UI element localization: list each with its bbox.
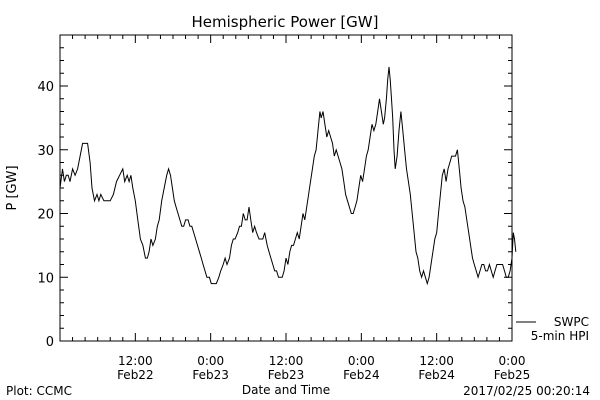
legend-series-name: 5-min HPI [531,329,589,343]
x-tick-label-time: 12:00 [269,354,304,368]
x-tick-label-date: Feb23 [192,368,229,382]
y-tick-label: 0 [46,335,54,350]
x-tick-label-time: 0:00 [197,354,224,368]
x-tick-label-date: Feb22 [117,368,154,382]
x-axis-label: Date and Time [242,383,330,397]
y-axis-label: P [GW] [5,165,20,210]
y-tick-label: 10 [37,271,54,286]
series-line-0 [59,66,517,286]
x-tick-label-time: 0:00 [348,354,375,368]
series-layer [59,66,517,286]
y-axis: 0 10 20 30 40 [37,34,512,350]
legend: SWPC 5-min HPI [516,315,589,343]
y-tick-label: 40 [37,80,54,95]
x-tick-label-time: 12:00 [419,354,454,368]
x-tick-label-time: 0:00 [499,354,526,368]
plot-timestamp: 2017/02/25 00:20:14 [463,384,590,398]
x-tick-label-date: Feb24 [343,368,380,382]
y-tick-label: 30 [37,144,54,159]
y-tick-label: 20 [37,208,54,223]
legend-source: SWPC [554,315,589,329]
x-tick-label-date: Feb23 [268,368,305,382]
plot-frame [59,34,513,342]
x-tick-label-date: Feb25 [494,368,531,382]
x-tick-label-time: 12:00 [118,354,153,368]
plot-credit: Plot: CCMC [6,384,72,398]
x-axis: 12:00Feb220:00Feb2312:00Feb230:00Feb2412… [72,35,531,382]
x-tick-label-date: Feb24 [418,368,455,382]
chart-title: Hemispheric Power [GW] [192,13,379,31]
